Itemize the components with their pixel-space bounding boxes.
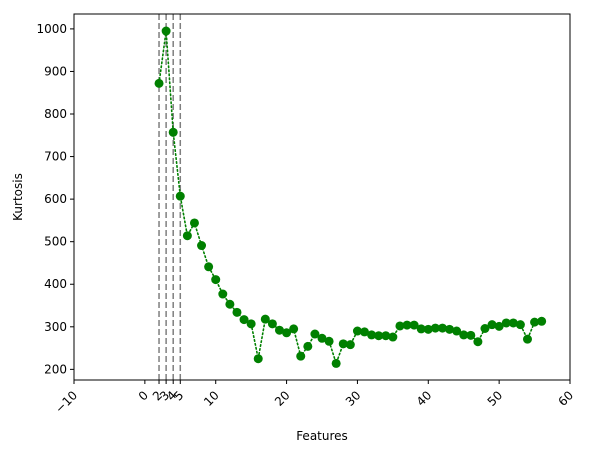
data-point — [303, 341, 313, 351]
x-tick-label: 20 — [272, 388, 293, 409]
data-point — [175, 191, 185, 201]
data-point — [267, 319, 277, 329]
data-point — [189, 218, 199, 228]
data-point — [508, 318, 518, 328]
data-point — [246, 319, 256, 329]
data-point — [204, 262, 214, 272]
axes-frame — [74, 14, 570, 380]
data-point — [232, 307, 242, 317]
x-tick-label: 40 — [414, 388, 435, 409]
data-point — [459, 330, 469, 340]
data-point — [345, 340, 355, 350]
y-tick-label: 700 — [44, 150, 67, 164]
y-tick-label: 300 — [44, 320, 67, 334]
data-point — [537, 316, 547, 326]
data-point — [423, 324, 433, 334]
data-point — [282, 328, 292, 338]
x-tick-label: 10 — [201, 388, 222, 409]
data-point — [480, 324, 490, 334]
data-point — [360, 327, 370, 337]
data-point — [338, 339, 348, 349]
data-point — [487, 320, 497, 330]
data-point — [239, 315, 249, 325]
data-point — [409, 320, 419, 330]
data-point — [211, 275, 221, 285]
data-point — [388, 332, 398, 342]
y-axis-label: Kurtosis — [11, 173, 25, 221]
data-point — [331, 358, 341, 368]
data-point — [530, 317, 540, 327]
plot-border — [73, 13, 571, 381]
x-tick-label: 0 — [136, 388, 151, 403]
x-tick-label: 30 — [343, 388, 364, 409]
data-point — [324, 336, 334, 346]
data-point — [473, 337, 483, 347]
data-point — [494, 321, 504, 331]
data-point — [168, 127, 178, 137]
data-point — [274, 325, 284, 335]
data-point — [367, 330, 377, 340]
data-point — [445, 324, 455, 334]
data-point — [437, 323, 447, 333]
data-point — [352, 326, 362, 336]
data-point — [289, 324, 299, 334]
y-tick-label: 1000 — [36, 22, 67, 36]
data-point — [161, 26, 171, 36]
data-point — [374, 331, 384, 341]
data-point — [182, 231, 192, 241]
data-point — [395, 321, 405, 331]
y-tick-label: 600 — [44, 192, 67, 206]
data-point — [253, 354, 263, 364]
data-point — [218, 289, 228, 299]
data-point — [416, 324, 426, 334]
data-point — [381, 331, 391, 341]
x-tick-label: 50 — [485, 388, 506, 409]
data-point — [402, 320, 412, 330]
data-point — [296, 351, 306, 361]
y-tick-label: 500 — [44, 235, 67, 249]
data-point — [501, 318, 511, 328]
data-point — [430, 323, 440, 333]
data-point — [197, 241, 207, 251]
x-tick-label: 60 — [555, 388, 576, 409]
x-axis-label: Features — [296, 429, 348, 443]
data-point — [466, 330, 476, 340]
x-tick-label: −10 — [52, 388, 80, 416]
data-point — [452, 326, 462, 336]
data-point — [260, 314, 270, 324]
y-axis-ticks: 200 300 400 500 600 700 800 900 1000 — [36, 22, 74, 376]
data-point — [522, 334, 532, 344]
y-tick-label: 200 — [44, 362, 67, 376]
data-point — [225, 299, 235, 309]
data-point — [515, 320, 525, 330]
data-point — [317, 333, 327, 343]
y-tick-label: 900 — [44, 64, 67, 78]
plot-area — [74, 14, 570, 380]
data-point — [154, 78, 164, 88]
data-point — [310, 329, 320, 339]
data-points — [154, 26, 547, 368]
y-tick-label: 400 — [44, 277, 67, 291]
y-tick-label: 800 — [44, 107, 67, 121]
